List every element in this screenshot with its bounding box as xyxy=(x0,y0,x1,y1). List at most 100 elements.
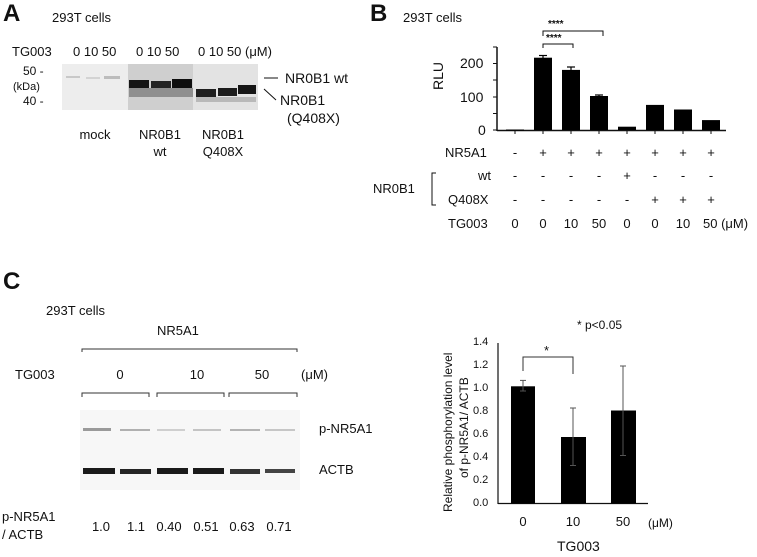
tg003-cell: 0 xyxy=(623,216,631,231)
marker-40: 40 - xyxy=(23,94,44,108)
band-label-actb: ACTB xyxy=(319,462,354,477)
q408x-cell: + xyxy=(679,192,687,207)
wt-cell: - xyxy=(708,168,714,183)
blot-bands xyxy=(62,64,258,110)
c-ytick: 0.2 xyxy=(473,474,489,486)
ratio-value: 0.51 xyxy=(193,519,219,534)
sig-marker-2-4: **** xyxy=(548,19,564,30)
nr5a1-cell: + xyxy=(539,145,547,160)
band-label-nr0b1-q408x-2: (Q408X) xyxy=(287,110,340,126)
significance-legend: * p<0.05 xyxy=(577,318,623,332)
panel-b-cells-label: 293T cells xyxy=(403,10,463,25)
wt-cell: - xyxy=(512,168,518,183)
lane-label-wt-2: wt xyxy=(153,144,167,159)
panel-a-doses-mock: 0 10 50 xyxy=(73,44,117,59)
panel-a-drug-label: TG003 xyxy=(12,44,52,59)
panel-a-letter: A xyxy=(3,0,21,27)
q408x-cell: + xyxy=(707,192,715,207)
row-label-wt: wt xyxy=(478,168,491,183)
b-ytick-0: 0 xyxy=(478,122,486,138)
c-ylabel-1: Relative phosphorylation level xyxy=(441,352,455,512)
tg003-cell: 0 xyxy=(539,216,547,231)
c-ytick: 0.8 xyxy=(473,405,489,417)
significance-mark: * xyxy=(544,343,550,358)
wt-cell: + xyxy=(623,168,631,183)
q408x-cell: - xyxy=(624,192,630,207)
wt-cell: - xyxy=(540,168,546,183)
b-ytick-100: 100 xyxy=(460,89,484,105)
c-ytick: 0.6 xyxy=(473,428,489,440)
panel-b-letter: B xyxy=(370,0,388,27)
c-ylabel-2: of p-NR5A1/ ACTB xyxy=(457,377,471,478)
c-xtick-50: 50 xyxy=(615,514,631,529)
panel-c-dose-50: 50 xyxy=(254,367,270,382)
nr5a1-cell: + xyxy=(651,145,659,160)
tg003-cell: 0 xyxy=(651,216,659,231)
c-xtick-10: 10 xyxy=(565,514,581,529)
ratio-value: 0.40 xyxy=(156,519,182,534)
panel-c-drug-label: TG003 xyxy=(15,367,55,382)
ratio-label-1: p-NR5A1 xyxy=(2,509,56,524)
ratio-value: 0.71 xyxy=(266,519,292,534)
nr5a1-cell: + xyxy=(679,145,687,160)
tg003-cell: 0 xyxy=(511,216,519,231)
panel-c-nr5a1-label: NR5A1 xyxy=(157,323,199,338)
western-blot-a xyxy=(62,64,258,110)
row-label-tg003: TG003 xyxy=(448,216,488,231)
tg003-cell: 50 (μM) xyxy=(703,216,749,231)
ratio-value: 1.0 xyxy=(91,519,111,534)
nr5a1-cell: - xyxy=(512,145,518,160)
panel-c-cells-label: 293T cells xyxy=(46,303,106,318)
panel-a-doses-wt: 0 10 50 xyxy=(136,44,180,59)
q408x-cell: - xyxy=(512,192,518,207)
row-label-nr0b1: NR0B1 xyxy=(373,181,415,196)
lane-label-q408x-2: Q408X xyxy=(202,144,244,159)
panel-a-cells-label: 293T cells xyxy=(52,10,112,25)
band-label-p-nr5a1: p-NR5A1 xyxy=(319,421,373,436)
b-ylabel: RLU xyxy=(430,61,446,90)
nr5a1-cell: + xyxy=(567,145,575,160)
panel-c-unit: (μM) xyxy=(301,367,328,382)
wt-cell: - xyxy=(596,168,602,183)
lane-label-wt-1: NR0B1 xyxy=(139,127,181,142)
c-x-unit: (μM) xyxy=(648,516,673,530)
tg003-cell: 10 xyxy=(675,216,691,231)
c-ytick: 1.2 xyxy=(473,359,489,371)
ratio-label-2: / ACTB xyxy=(2,527,44,542)
blot-c-bands xyxy=(83,428,295,474)
q408x-cell: - xyxy=(540,192,546,207)
tg003-cell: 10 xyxy=(563,216,579,231)
b-ytick-200: 200 xyxy=(460,55,484,71)
panel-a-doses-q408x: 0 10 50 (μM) xyxy=(198,44,272,59)
c-ytick: 0.4 xyxy=(473,451,489,463)
row-label-q408x: Q408X xyxy=(448,192,489,207)
lane-label-mock: mock xyxy=(79,127,111,142)
c-xtick-0: 0 xyxy=(519,514,527,529)
ratio-value: 0.63 xyxy=(229,519,255,534)
nr5a1-cell: + xyxy=(707,145,715,160)
q408x-cell: - xyxy=(568,192,574,207)
panel-c-dose-0: 0 xyxy=(116,367,124,382)
lane-label-q408x-1: NR0B1 xyxy=(202,127,244,142)
sig-marker-2-3: **** xyxy=(546,33,562,44)
western-blot-c xyxy=(80,410,300,490)
band-label-nr0b1-wt: NR0B1 wt xyxy=(285,70,349,86)
q408x-cell: - xyxy=(596,192,602,207)
marker-kda: (kDa) xyxy=(13,81,40,93)
c-xlabel: TG003 xyxy=(557,538,600,554)
ratio-value: 1.1 xyxy=(126,519,146,534)
nr5a1-cell: + xyxy=(623,145,631,160)
c-ytick: 1.4 xyxy=(473,336,489,348)
wt-cell: - xyxy=(680,168,686,183)
c-ytick: 1.0 xyxy=(473,382,489,394)
q408x-cell: + xyxy=(651,192,659,207)
wt-cell: - xyxy=(568,168,574,183)
panel-c-dose-10: 10 xyxy=(189,367,205,382)
nr5a1-cell: + xyxy=(595,145,603,160)
tg003-cell: 50 xyxy=(591,216,607,231)
panel-c-letter: C xyxy=(3,268,21,295)
wt-cell: - xyxy=(652,168,658,183)
c-ytick: 0.0 xyxy=(473,497,489,509)
marker-50: 50 - xyxy=(23,64,44,78)
band-label-nr0b1-q408x-1: NR0B1 xyxy=(280,92,326,108)
